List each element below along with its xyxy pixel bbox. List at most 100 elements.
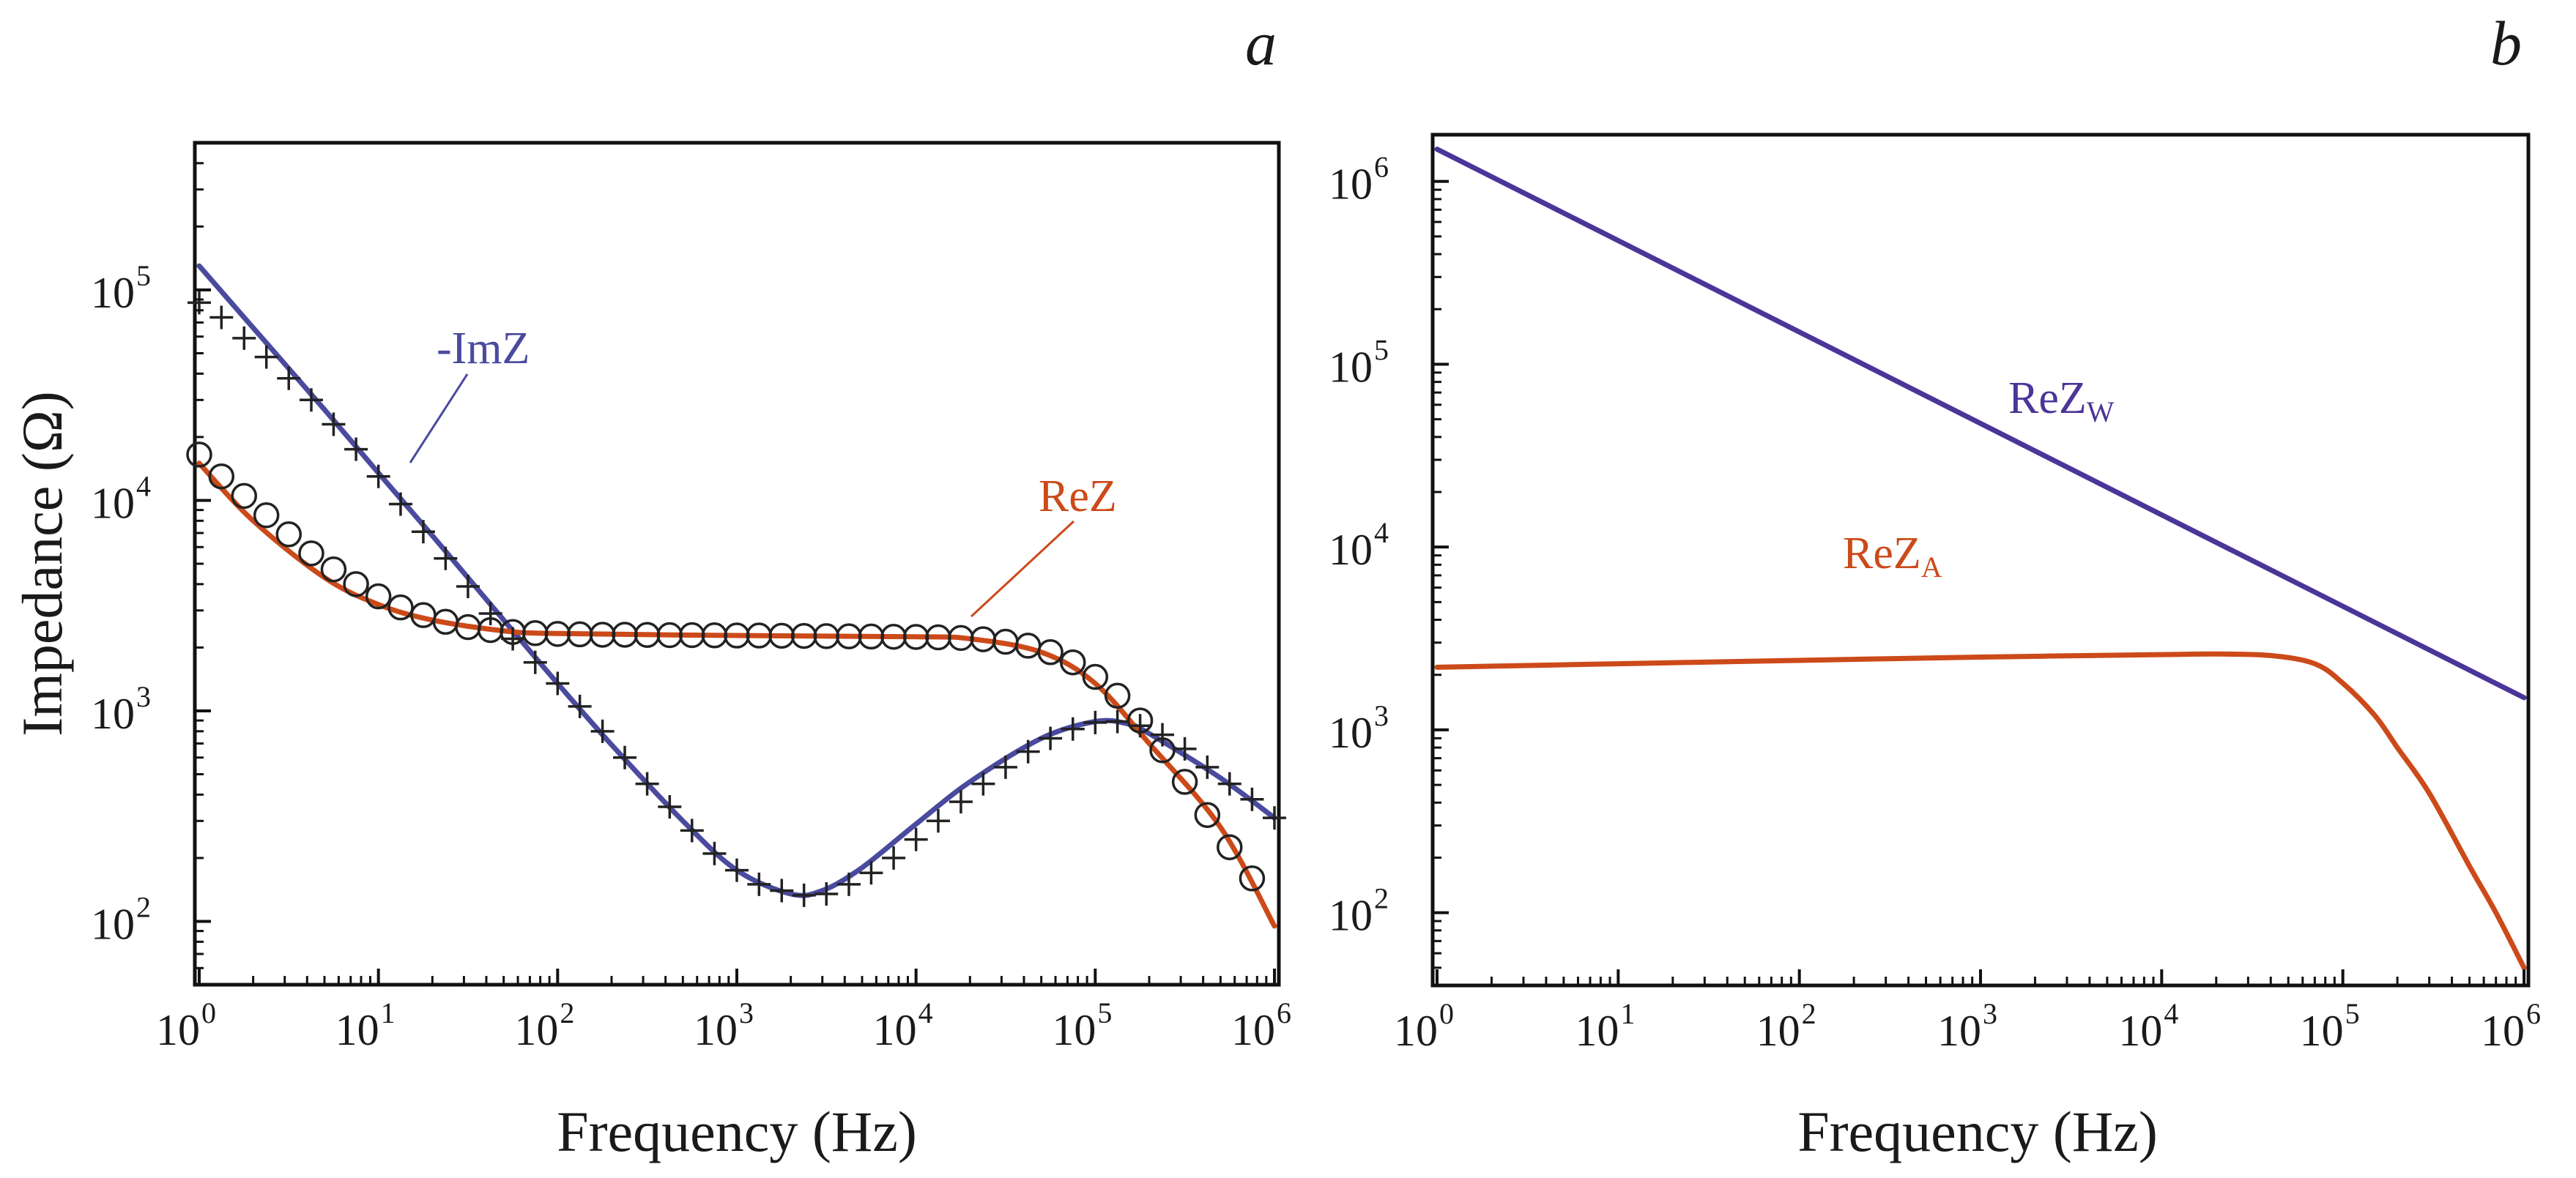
panel-a-series-line-1 — [196, 461, 1277, 929]
data-point-circle — [1037, 639, 1064, 666]
data-point-plus — [1039, 726, 1063, 750]
tick-exponent: 5 — [1374, 333, 1389, 366]
data-point-plus — [1151, 723, 1175, 747]
data-point-plus — [366, 464, 390, 488]
data-point-circle — [231, 482, 258, 510]
tick-base: 10 — [2300, 1007, 2344, 1055]
data-point-plus — [971, 772, 995, 796]
data-point-circle — [275, 521, 302, 548]
data-point-circle — [1060, 649, 1086, 676]
tick-exponent: 2 — [1802, 997, 1816, 1030]
data-point-plus — [590, 719, 615, 743]
tick-exponent: 6 — [2526, 997, 2541, 1030]
panel-b: b 100 101 102 103 104 105 106 102103104105106 … — [1329, 8, 2541, 1163]
tick-exponent: 3 — [739, 996, 754, 1029]
panel-a-x-tick-label: 105 — [1052, 996, 1112, 1054]
tick-base: 10 — [91, 690, 135, 738]
panel-a-markers-2 — [188, 291, 1286, 907]
data-point-plus — [859, 861, 883, 885]
data-point-plus — [747, 872, 771, 896]
data-point-plus — [613, 745, 637, 769]
panel-a-plot-area — [186, 263, 1286, 929]
data-point-plus — [635, 772, 659, 796]
tick-base: 10 — [1329, 343, 1373, 391]
data-point-circle — [1217, 834, 1243, 860]
panel-a-x-tick-label: 101 — [335, 996, 396, 1054]
tick-base: 10 — [2118, 1007, 2162, 1055]
data-point-plus — [904, 827, 928, 851]
tick-exponent: 4 — [136, 469, 151, 502]
tick-base: 10 — [1329, 160, 1373, 209]
tick-exponent: 2 — [1374, 882, 1389, 915]
panel-b-x-tick-label: 102 — [1756, 997, 1816, 1055]
tick-exponent: 6 — [1374, 151, 1389, 184]
panel-b-x-tick-label: 103 — [1937, 997, 1997, 1055]
tick-exponent: 4 — [1374, 516, 1389, 549]
data-point-plus — [993, 755, 1017, 779]
tick-base: 10 — [1329, 892, 1373, 940]
tick-base: 10 — [1052, 1006, 1096, 1054]
tick-exponent: 4 — [2164, 997, 2178, 1030]
tick-base: 10 — [514, 1006, 558, 1054]
data-point-plus — [1016, 739, 1040, 764]
tick-base: 10 — [156, 1006, 200, 1054]
data-point-plus — [277, 366, 301, 390]
panel-a-y-tick-label: 103 — [91, 680, 151, 738]
data-point-plus — [814, 881, 839, 906]
panel-a-x-tick-label: 103 — [694, 996, 754, 1054]
data-point-circle — [1082, 663, 1109, 690]
data-point-plus — [209, 305, 234, 329]
data-point-plus — [388, 492, 412, 516]
data-point-plus — [770, 879, 794, 903]
data-point-plus — [1240, 787, 1264, 811]
panel-b-y-tick-label: 104 — [1329, 516, 1389, 574]
panel-b-x-tick-label: 100 — [1394, 997, 1454, 1055]
panel-a-y-tick-label: 105 — [91, 259, 151, 317]
panel-b-x-tick-label: 106 — [2481, 997, 2541, 1055]
data-point-plus — [792, 883, 816, 907]
tick-exponent: 2 — [560, 996, 574, 1029]
data-point-plus — [1061, 717, 1085, 741]
tick-exponent: 1 — [381, 996, 396, 1029]
data-point-plus — [1173, 737, 1197, 761]
tick-base: 10 — [91, 269, 135, 317]
data-point-plus — [949, 790, 973, 814]
tick-exponent: 2 — [136, 890, 151, 923]
data-point-plus — [1195, 755, 1220, 779]
data-point-plus — [523, 650, 547, 674]
panel-a-x-ticks: 100 101 102 103 104 105 106 — [156, 969, 1291, 1054]
panel-a-letter: a — [1245, 8, 1277, 78]
data-point-plus — [568, 694, 592, 718]
data-point-plus — [546, 671, 570, 696]
panel-a-x-axis-title: Frequency (Hz) — [557, 1100, 917, 1163]
data-point-plus — [478, 602, 502, 626]
data-point-circle — [1149, 737, 1176, 764]
panel-b-label-reza: ReZA — [1843, 529, 1942, 584]
tick-exponent: 4 — [918, 996, 933, 1029]
panel-b-plot-area — [1434, 146, 2527, 971]
panel-a-x-tick-label: 100 — [156, 996, 216, 1054]
panel-a-label-imz: -ImZ — [437, 324, 530, 373]
panel-a-series-line-0 — [196, 263, 1277, 898]
tick-exponent: 5 — [136, 259, 151, 292]
data-point-plus — [1105, 709, 1129, 734]
data-point-circle — [253, 502, 280, 529]
panel-b-letter: b — [2490, 8, 2522, 78]
panel-a-frame — [193, 141, 1281, 987]
data-point-plus — [322, 412, 346, 436]
panel-a-x-tick-label: 104 — [873, 996, 933, 1054]
panel-b-x-tick-label: 105 — [2300, 997, 2360, 1055]
tick-base: 10 — [1329, 526, 1373, 574]
data-point-circle — [186, 441, 212, 468]
tick-base: 10 — [1329, 709, 1373, 757]
panel-b-series-line-0 — [1434, 146, 2527, 701]
tick-base: 10 — [1756, 1007, 1800, 1055]
panel-b-x-tick-label: 101 — [1575, 997, 1635, 1055]
data-point-plus — [232, 326, 256, 350]
data-point-plus — [501, 627, 525, 651]
data-point-circle — [1126, 707, 1154, 734]
data-point-plus — [702, 841, 727, 865]
